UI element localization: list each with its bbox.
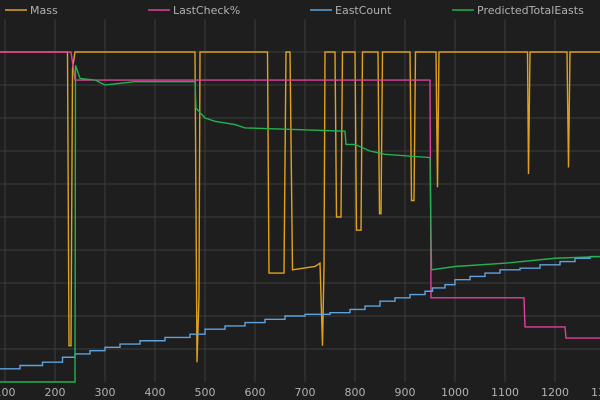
- x-tick-label: 600: [245, 386, 266, 399]
- x-tick-label: 300: [95, 386, 116, 399]
- x-tick-label: 100: [0, 386, 16, 399]
- x-tick-label: 1000: [441, 386, 469, 399]
- x-tick-label: 700: [295, 386, 316, 399]
- x-tick-label: 1200: [541, 386, 569, 399]
- x-tick-label: 800: [345, 386, 366, 399]
- series-line: [0, 255, 600, 370]
- series-line: [0, 64, 600, 383]
- x-tick-label: 1100: [491, 386, 519, 399]
- legend-label: EastCount: [335, 4, 392, 17]
- series-line: [0, 51, 600, 363]
- x-tick-label: 500: [195, 386, 216, 399]
- x-tick-label: 200: [45, 386, 66, 399]
- legend-label: LastCheck%: [173, 4, 240, 17]
- x-tick-label: 900: [395, 386, 416, 399]
- legend-label: PredictedTotalEasts: [477, 4, 584, 17]
- series-line: [0, 51, 600, 339]
- x-tick-label: 400: [145, 386, 166, 399]
- x-tick-label: 1300: [591, 386, 600, 399]
- legend-label: Mass: [30, 4, 58, 17]
